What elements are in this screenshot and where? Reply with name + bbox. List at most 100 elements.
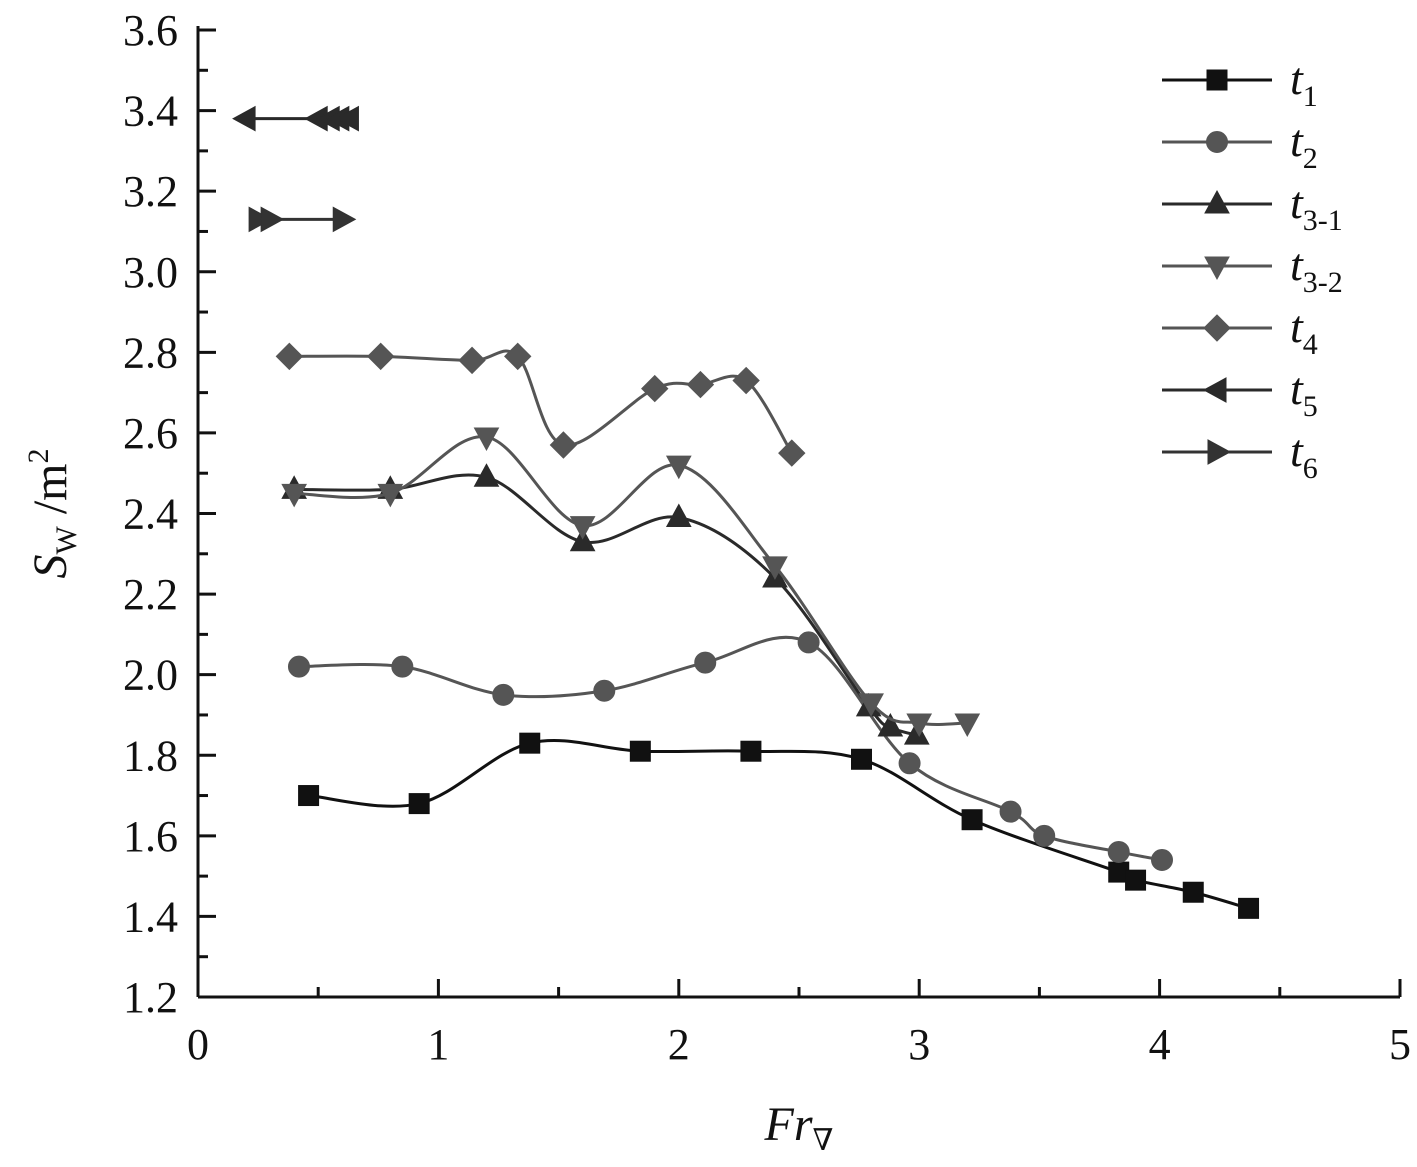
- legend-marker-t3-1: [1204, 189, 1230, 214]
- data-point-t4-9: [778, 439, 806, 467]
- data-point-t1-2: [408, 793, 430, 815]
- data-point-t4-2: [366, 342, 395, 371]
- series-line-t3-1: [294, 473, 918, 737]
- x-axis-title: Fr∇: [764, 1098, 834, 1157]
- data-point-t2-9: [1033, 824, 1056, 847]
- data-point-t6-2: [260, 206, 285, 233]
- y-tick-label-2: 2.0: [123, 651, 178, 700]
- y-tick-label-1.4: 1.4: [123, 892, 178, 941]
- data-point-t1-5: [740, 740, 762, 762]
- series-t6: [248, 206, 357, 233]
- legend-entry-t6: t6: [1162, 425, 1318, 485]
- data-point-t2-1: [287, 655, 310, 678]
- y-tick-label-1.6: 1.6: [123, 812, 178, 861]
- data-point-t1-9: [1125, 869, 1147, 891]
- y-tick-label-3.6: 3.6: [123, 6, 178, 55]
- legend-label-t2: t2: [1290, 115, 1318, 175]
- data-point-t3-2-5: [665, 455, 692, 480]
- legend-label-t3-2: t3-2: [1290, 239, 1343, 299]
- legend-label-t6: t6: [1290, 425, 1318, 485]
- data-point-t3-2-1: [281, 483, 308, 508]
- data-point-t2-11: [1151, 849, 1174, 872]
- legend-marker-t5: [1202, 377, 1227, 403]
- x-tick-label-1: 1: [427, 1020, 449, 1069]
- data-point-t2-6: [797, 631, 820, 654]
- plot-area: [232, 105, 1260, 919]
- legend-marker-t3-2: [1204, 256, 1230, 281]
- data-point-t5-5: [335, 105, 359, 132]
- data-point-t1-11: [1238, 897, 1260, 919]
- data-point-t6-1: [248, 206, 273, 233]
- data-point-t1-1: [298, 785, 320, 807]
- series-t4: [275, 342, 806, 467]
- series-t3-1: [281, 463, 930, 745]
- axes: 0 1 2 3 4 5 1.2 1.4 1.6 1.8 2.0 2.2 2.4 2.6 2.8 3.0 3.2 3…: [22, 6, 1411, 1157]
- legend-label-t1: t1: [1290, 53, 1318, 113]
- legend-marker-t4: [1203, 314, 1231, 342]
- legend-entry-t2: t2: [1162, 115, 1318, 175]
- series-t1: [298, 732, 1260, 919]
- series-line-t2: [298, 635, 1163, 862]
- x-tick-label-3: 3: [908, 1020, 930, 1069]
- series-t3-2: [281, 427, 981, 738]
- data-point-t3-2-6: [762, 556, 788, 580]
- data-point-t3-1-8: [877, 713, 904, 737]
- data-point-t4-8: [732, 366, 760, 395]
- data-point-t6-3: [332, 206, 357, 233]
- legend-label-t3-1: t3-1: [1290, 177, 1343, 237]
- legend-entry-t1: t1: [1162, 53, 1318, 113]
- legend-entry-t3-1: t3-1: [1162, 177, 1343, 237]
- data-point-t2-10: [1107, 840, 1130, 863]
- data-point-t1-6: [851, 748, 873, 770]
- legend-entry-t5: t5: [1162, 363, 1318, 423]
- legend-label-t4: t4: [1290, 301, 1318, 361]
- legend-marker-t2: [1206, 131, 1228, 153]
- y-axis-title: SW /m2: [22, 449, 83, 579]
- y-tick-label-1.2: 1.2: [123, 973, 178, 1022]
- data-point-t3-2-4: [569, 516, 596, 540]
- data-point-t4-4: [504, 342, 532, 371]
- series-t2: [287, 631, 1174, 872]
- data-point-t3-1-4: [569, 527, 596, 552]
- series-t5: [232, 105, 359, 132]
- data-point-t1-3: [519, 732, 541, 754]
- y-tick-label-3.2: 3.2: [123, 167, 178, 216]
- y-tick-label-2.4: 2.4: [123, 490, 178, 539]
- data-point-t1-4: [629, 740, 651, 762]
- data-point-t3-1-5: [665, 503, 692, 528]
- data-point-t3-2-7: [858, 693, 884, 717]
- data-point-t1-10: [1182, 881, 1204, 903]
- data-point-t2-3: [492, 683, 515, 706]
- x-tick-label-0: 0: [187, 1020, 209, 1069]
- series-line-t1: [308, 739, 1249, 910]
- data-point-t1-7: [961, 809, 983, 831]
- y-tick-label-2.2: 2.2: [123, 570, 178, 619]
- y-tick-label-1.8: 1.8: [123, 731, 178, 780]
- data-point-t2-5: [694, 651, 717, 674]
- data-point-t5-1: [232, 105, 256, 132]
- series-line-t3-2: [294, 435, 968, 726]
- data-point-t2-8: [999, 800, 1022, 823]
- legend-entry-t4: t4: [1162, 301, 1318, 361]
- legend-marker-t6: [1207, 439, 1232, 465]
- data-point-t2-2: [391, 655, 414, 678]
- data-point-t4-5: [549, 431, 578, 459]
- y-tick-label-3: 3.0: [123, 248, 178, 297]
- data-point-t3-2-8: [906, 713, 933, 738]
- legend-marker-t1: [1206, 69, 1228, 91]
- legend-entry-t3-2: t3-2: [1162, 239, 1343, 299]
- data-point-t3-2-2: [377, 483, 404, 508]
- x-tick-label-2: 2: [668, 1020, 690, 1069]
- data-point-t4-7: [686, 370, 715, 399]
- x-tick-label-4: 4: [1149, 1020, 1171, 1069]
- data-point-t4-6: [641, 374, 669, 403]
- legend-label-t5: t5: [1290, 363, 1318, 423]
- data-point-t3-2-3: [473, 427, 500, 451]
- data-point-t3-1-3: [473, 463, 500, 487]
- series-line-t4: [289, 349, 794, 454]
- data-point-t4-1: [275, 342, 304, 371]
- x-tick-label-5: 5: [1389, 1020, 1411, 1069]
- y-tick-label-2.8: 2.8: [123, 328, 178, 377]
